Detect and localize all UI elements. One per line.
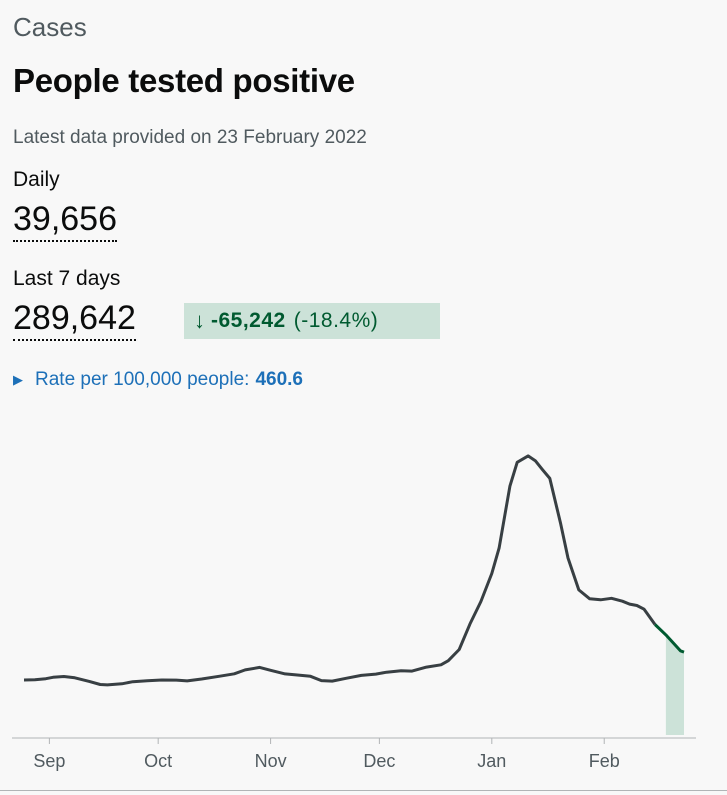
rate-toggle[interactable]: ▶ Rate per 100,000 people: 460.6 xyxy=(13,369,303,391)
cases-series-line xyxy=(23,454,657,687)
change-value: -65,242 xyxy=(211,309,286,332)
page-title: People tested positive xyxy=(13,62,355,99)
latest-data-date: Latest data provided on 23 February 2022 xyxy=(13,127,367,148)
change-percent: (-18.4%) xyxy=(293,309,379,332)
last7-value[interactable]: 289,642 xyxy=(13,298,136,341)
x-tick-label: Sep xyxy=(33,751,65,771)
rate-value: 460.6 xyxy=(255,369,303,390)
divider xyxy=(0,790,727,791)
rate-label: Rate per 100,000 people: xyxy=(35,369,250,390)
x-tick-label: Jan xyxy=(477,751,506,771)
last-7-days-line xyxy=(653,623,685,654)
x-tick-label: Dec xyxy=(363,751,395,771)
x-tick-label: Oct xyxy=(144,751,172,771)
daily-value[interactable]: 39,656 xyxy=(13,199,117,242)
triangle-right-icon: ▶ xyxy=(13,372,23,387)
daily-label: Daily xyxy=(13,168,60,191)
last-7-days-area xyxy=(665,634,684,735)
section-label: Cases xyxy=(13,12,87,42)
arrow-down-icon: ↓ xyxy=(194,308,205,333)
x-tick-label: Nov xyxy=(255,751,287,771)
last7-label: Last 7 days xyxy=(13,267,121,290)
change-badge: ↓ -65,242 (-18.4%) xyxy=(184,303,440,339)
cases-line-chart: Sep Oct Nov Dec Jan Feb xyxy=(12,454,696,771)
x-tick-label: Feb xyxy=(589,751,620,771)
